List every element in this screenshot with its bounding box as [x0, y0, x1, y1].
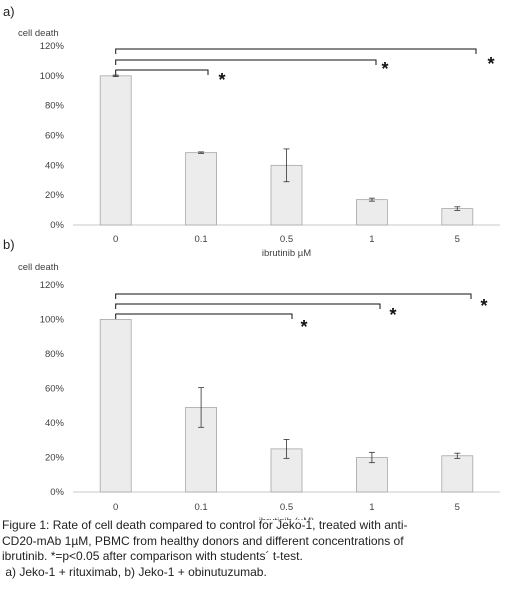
- y-tick-label: 0%: [50, 220, 64, 231]
- x-axis-label: ibrutinib µM: [262, 248, 311, 259]
- y-tick-label: 120%: [40, 280, 65, 291]
- x-tick-label: 5: [455, 502, 460, 513]
- caption-line-4: a) Jeko-1 + rituximab, b) Jeko-1 + obinu…: [2, 564, 267, 579]
- significance-star: *: [389, 305, 396, 325]
- y-axis-label: cell death: [18, 262, 59, 273]
- significance-star: *: [480, 296, 487, 316]
- panel-label: a): [3, 4, 15, 19]
- figure-caption: Figure 1: Rate of cell death compared to…: [2, 518, 516, 580]
- y-tick-label: 0%: [50, 487, 64, 498]
- bar: [355, 199, 388, 226]
- significance-bracket: [115, 293, 472, 299]
- y-tick-label: 100%: [40, 71, 65, 82]
- bar: [99, 75, 132, 226]
- y-tick-label: 40%: [45, 160, 65, 171]
- significance-star: *: [218, 70, 225, 90]
- x-tick-label: 0: [113, 234, 118, 245]
- significance-star: *: [381, 59, 388, 79]
- chart-panel-b: b)cell death 0% 20% 40% 60% 80% 100% 120% 0 0.1 0.…: [3, 237, 500, 520]
- bar: [355, 457, 388, 493]
- chart-panel-a: a)cell death 0% 20% 40% 60% 80% 100% 120% 0 0.1 0.…: [3, 4, 500, 259]
- x-tick-label: 5: [455, 234, 460, 245]
- y-tick-label: 60%: [45, 131, 65, 142]
- y-tick-label: 120%: [40, 41, 65, 52]
- significance-bracket: [115, 69, 209, 75]
- significance-bracket: [115, 59, 377, 65]
- significance-bracket: [115, 313, 293, 319]
- x-tick-label: 0.1: [194, 234, 207, 245]
- y-tick-label: 20%: [45, 453, 65, 464]
- bar: [441, 455, 474, 493]
- bar: [185, 152, 218, 226]
- significance-star: *: [300, 317, 307, 337]
- caption-line-3: ibrutinib. *=p<0.05 after comparison wit…: [2, 549, 303, 563]
- x-tick-label: 0.1: [194, 502, 207, 513]
- significance-star: *: [487, 54, 494, 74]
- y-tick-label: 80%: [45, 349, 65, 360]
- bar: [441, 208, 474, 226]
- caption-line-2: CD20-mAb 1µM, PBMC from healthy donors a…: [2, 533, 404, 548]
- y-axis-label: cell death: [18, 28, 59, 39]
- caption-line-1: Figure 1: Rate of cell death compared to…: [2, 518, 408, 532]
- significance-bracket: [115, 48, 477, 54]
- x-tick-label: 1: [369, 502, 374, 513]
- x-tick-label: 0.5: [280, 234, 293, 245]
- x-tick-label: 1: [369, 234, 374, 245]
- x-axis-label: ibrutinib (µM): [259, 516, 315, 520]
- x-tick-label: 0: [113, 502, 118, 513]
- y-tick-label: 100%: [40, 315, 65, 326]
- significance-bracket: [115, 303, 381, 309]
- y-tick-label: 60%: [45, 384, 65, 395]
- x-tick-label: 0.5: [280, 502, 293, 513]
- y-tick-label: 80%: [45, 101, 65, 112]
- y-tick-label: 20%: [45, 190, 65, 201]
- panel-label: b): [3, 237, 15, 252]
- y-tick-label: 40%: [45, 418, 65, 429]
- bar: [99, 319, 132, 493]
